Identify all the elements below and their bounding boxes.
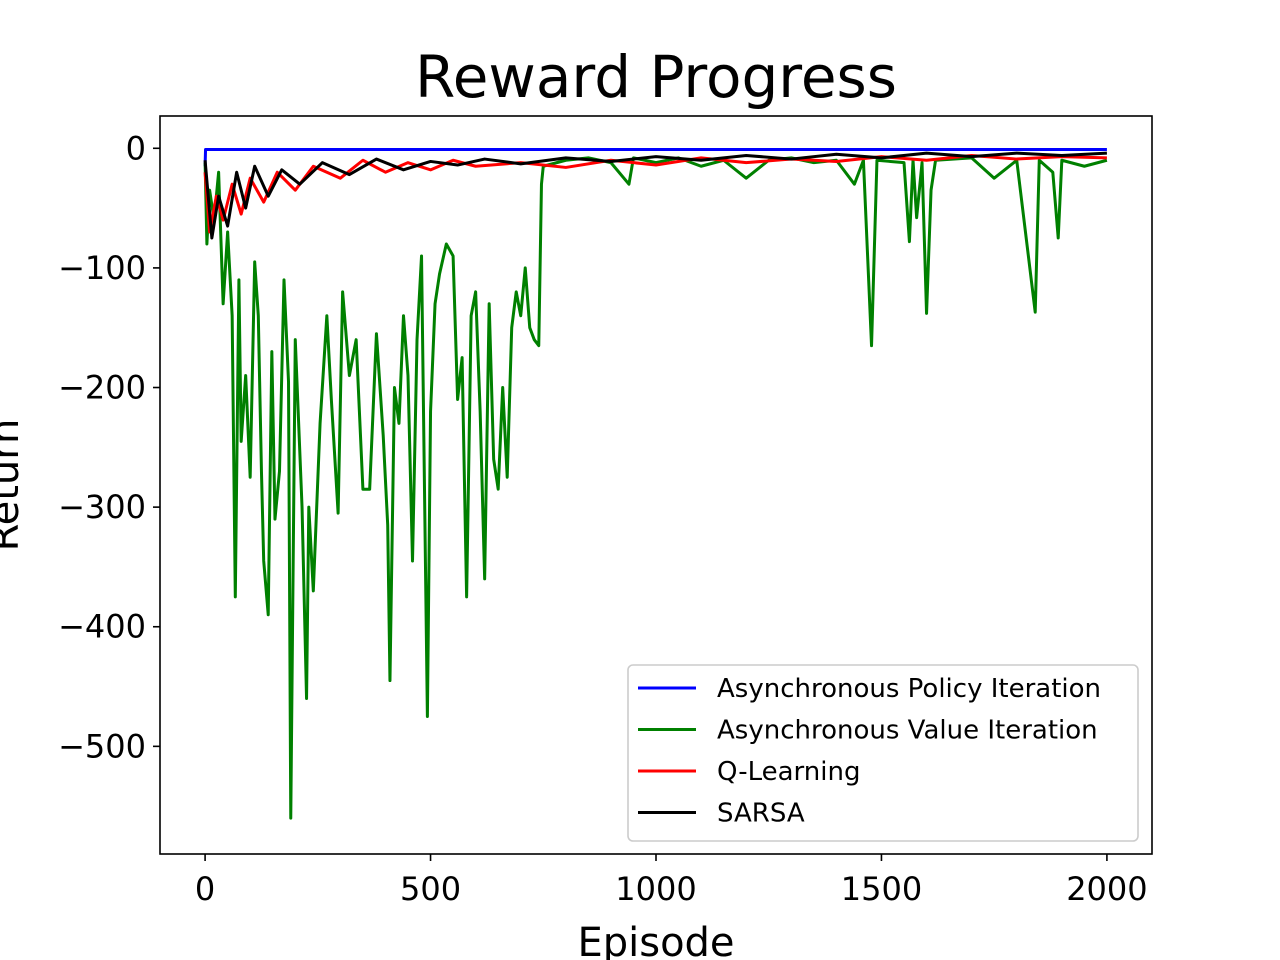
x-tick-label: 500 <box>400 870 461 908</box>
y-axis: 0 −100 −200 −300 −400 −500 <box>58 129 160 765</box>
chart-title: Reward Progress <box>415 43 897 111</box>
x-axis-label: Episode <box>577 920 734 960</box>
y-axis-label: Return <box>0 419 28 552</box>
x-axis: 0 500 1000 1500 2000 <box>195 854 1148 908</box>
legend-label-2: Q-Learning <box>717 757 860 787</box>
legend-entries: Asynchronous Policy Iteration Asynchronou… <box>638 674 1101 829</box>
legend-box <box>627 664 1139 842</box>
legend-label-1: Asynchronous Value Iteration <box>717 716 1098 746</box>
legend-label-3: SARSA <box>717 799 805 829</box>
x-tick-label: 1500 <box>841 870 922 908</box>
y-tick-label: −200 <box>58 369 146 407</box>
x-tick-label: 2000 <box>1066 870 1147 908</box>
legend-label-0: Asynchronous Policy Iteration <box>717 674 1101 704</box>
y-tick-label: −100 <box>58 249 146 287</box>
y-tick-label: 0 <box>126 129 146 167</box>
y-tick-label: −400 <box>58 608 146 646</box>
series-line-1 <box>203 156 1108 820</box>
x-tick-label: 0 <box>195 870 215 908</box>
series-layer <box>203 147 1108 820</box>
y-tick-label: −500 <box>58 727 146 765</box>
y-tick-label: −300 <box>58 488 146 526</box>
series-line-3 <box>203 151 1107 240</box>
legend: Asynchronous Policy Iteration Asynchronou… <box>627 664 1139 842</box>
x-tick-label: 1000 <box>615 870 696 908</box>
